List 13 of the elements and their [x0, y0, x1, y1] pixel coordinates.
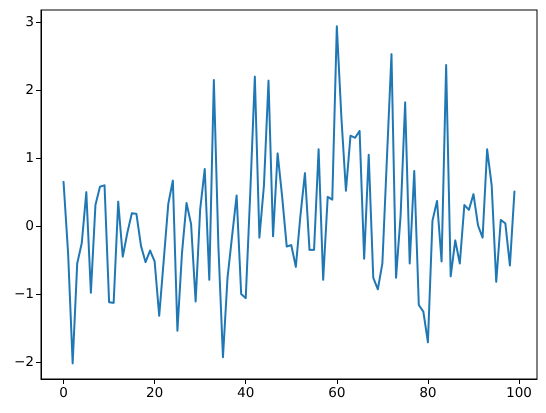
- y-tick-label: 0: [25, 218, 34, 234]
- y-tick-label: 2: [25, 82, 34, 98]
- x-tick-label: 60: [328, 385, 346, 401]
- x-tick-label: 0: [59, 385, 68, 401]
- y-tick-label: 1: [25, 150, 34, 166]
- x-tick-label: 40: [237, 385, 254, 401]
- y-tick-label: 3: [25, 14, 34, 30]
- x-tick-label: 20: [146, 385, 164, 401]
- x-tick-label: 80: [419, 385, 437, 401]
- y-tick-label: −2: [14, 354, 34, 370]
- x-tick-label: 100: [506, 385, 532, 401]
- y-tick-label: −1: [14, 286, 34, 302]
- line-series: [62, 25, 516, 364]
